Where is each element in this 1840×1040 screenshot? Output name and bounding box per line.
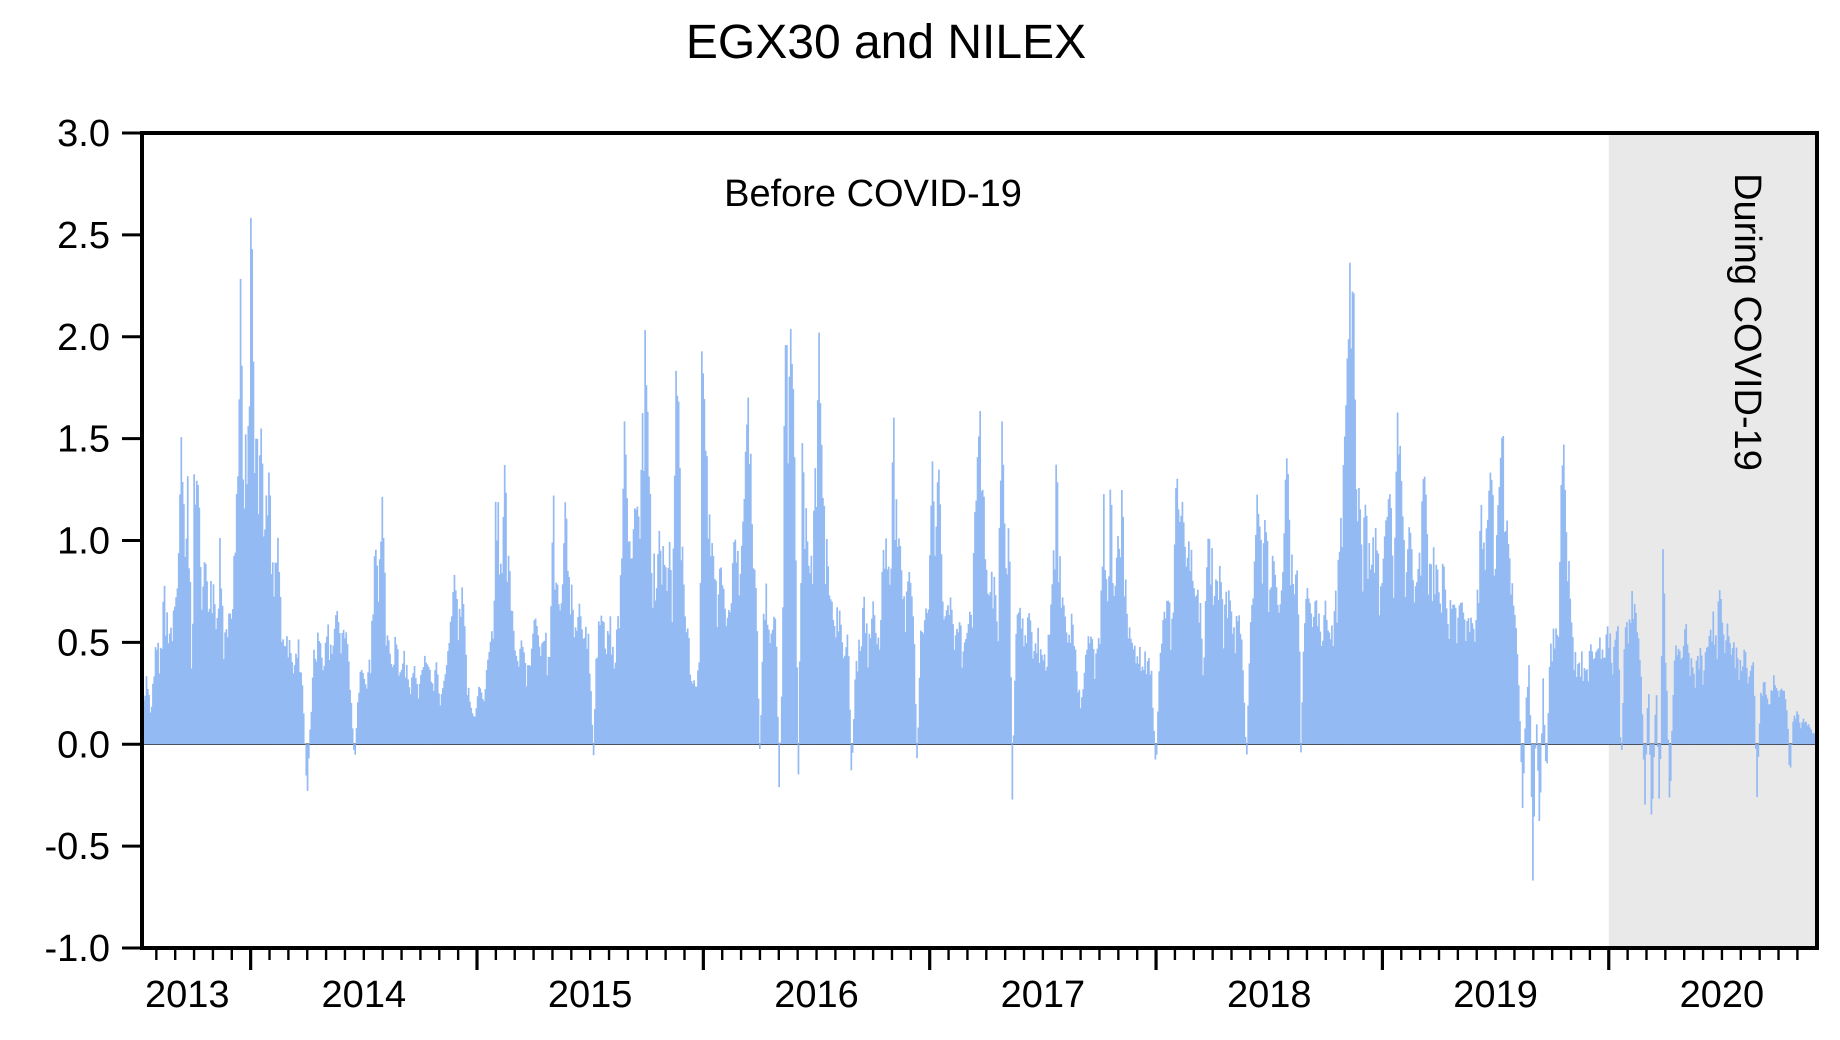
x-axis-year-label: 2015	[548, 974, 633, 1016]
axis-ticks-layer	[122, 131, 1799, 970]
y-axis-tick-label: 1.0	[57, 521, 110, 563]
y-axis-tick-label: 3.0	[57, 113, 110, 155]
series-bars-layer	[143, 217, 1816, 881]
axis-labels-layer: 3.0 2.5 2.0 1.5 1.0 0.5 0.0 -0.5 -1.0 2013 2014 201…	[45, 113, 1765, 1016]
covid-shaded-region-layer	[1608, 135, 1815, 946]
y-axis-tick-label: 2.5	[57, 215, 110, 257]
y-axis-tick-label: -1.0	[45, 928, 110, 970]
x-axis-year-label: 2016	[774, 974, 859, 1016]
x-axis-year-label: 2013	[145, 974, 230, 1016]
during-covid-annotation: During COVID-19	[1726, 173, 1768, 471]
y-axis-tick-label: 0.5	[57, 622, 110, 664]
x-axis-year-label: 2017	[1001, 974, 1086, 1016]
x-axis-year-label: 2019	[1453, 974, 1538, 1016]
x-axis-year-label: 2020	[1680, 974, 1765, 1016]
y-axis-tick-label: -0.5	[45, 826, 110, 868]
covid-shaded-region	[1608, 135, 1815, 946]
x-axis-year-label: 2014	[322, 974, 407, 1016]
y-axis-tick-label: 2.0	[57, 317, 110, 359]
series-bars	[143, 217, 1816, 881]
chart-title: EGX30 and NILEX	[686, 16, 1086, 69]
y-axis-tick-label: 0.0	[57, 724, 110, 766]
y-axis-tick-label: 1.5	[57, 419, 110, 461]
before-covid-annotation: Before COVID-19	[724, 173, 1022, 215]
x-axis-year-label: 2018	[1227, 974, 1312, 1016]
